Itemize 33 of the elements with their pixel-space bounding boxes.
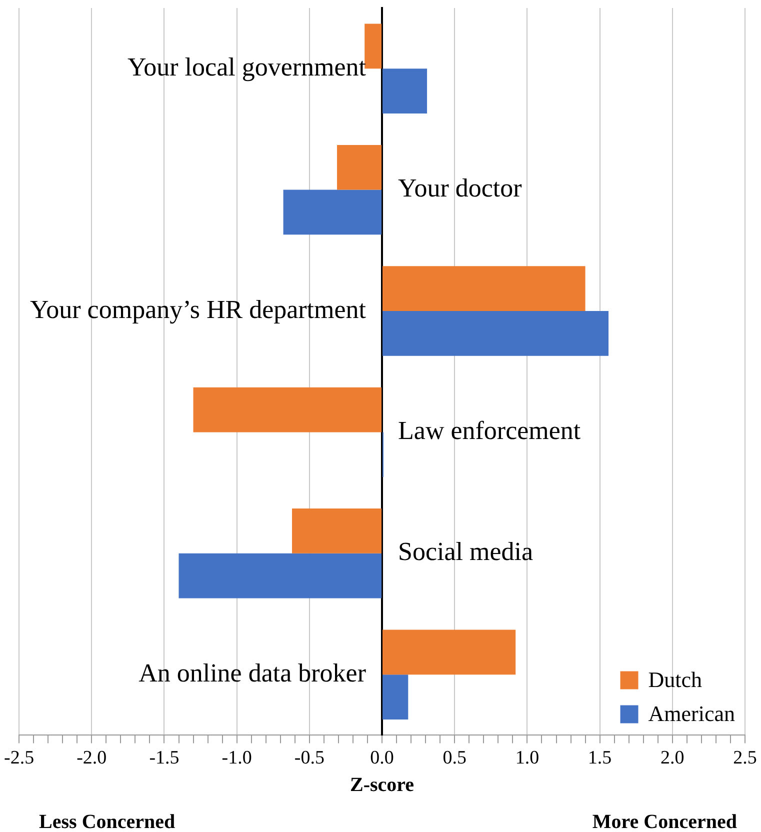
- bar: [283, 190, 382, 235]
- x-tick-label: -2.5: [4, 748, 34, 769]
- bar: [292, 508, 382, 554]
- y-tick-label: An online data broker: [138, 658, 366, 688]
- x-axis-title: Z-score: [350, 774, 414, 796]
- x-tick-label: -1.0: [222, 748, 252, 769]
- bar: [193, 387, 382, 432]
- text: Less Concerned: [39, 811, 176, 832]
- x-tick-label: 2.5: [733, 748, 757, 769]
- x-tick-label: -0.5: [294, 748, 324, 769]
- bar: [382, 674, 408, 720]
- y-tick-label: Law enforcement: [398, 416, 582, 446]
- x-tick-label: 1.0: [515, 748, 540, 769]
- text: More Concerned: [592, 811, 737, 832]
- x-tick-label: -2.0: [76, 748, 107, 769]
- y-tick-label: Your doctor: [398, 174, 522, 203]
- bar: [382, 630, 516, 675]
- y-tick-label: Social media: [398, 537, 534, 566]
- y-tick-label: Your local government: [127, 52, 367, 82]
- x-tick-label: -1.5: [149, 748, 180, 769]
- bar: [382, 311, 609, 356]
- x-tick-label: 2.0: [660, 748, 684, 769]
- bar: [178, 553, 382, 598]
- bar: [382, 68, 428, 114]
- bar: [337, 144, 382, 190]
- bar: [364, 24, 382, 69]
- bar: [382, 266, 586, 311]
- legend-label: Dutch: [648, 666, 702, 692]
- x-tick-label: 0.5: [442, 748, 466, 769]
- x-tick-label: 1.5: [588, 748, 612, 769]
- y-tick-label: Your company’s HR department: [30, 294, 367, 324]
- legend-label: American: [648, 700, 735, 726]
- x-tick-label: 0.0: [370, 748, 394, 769]
